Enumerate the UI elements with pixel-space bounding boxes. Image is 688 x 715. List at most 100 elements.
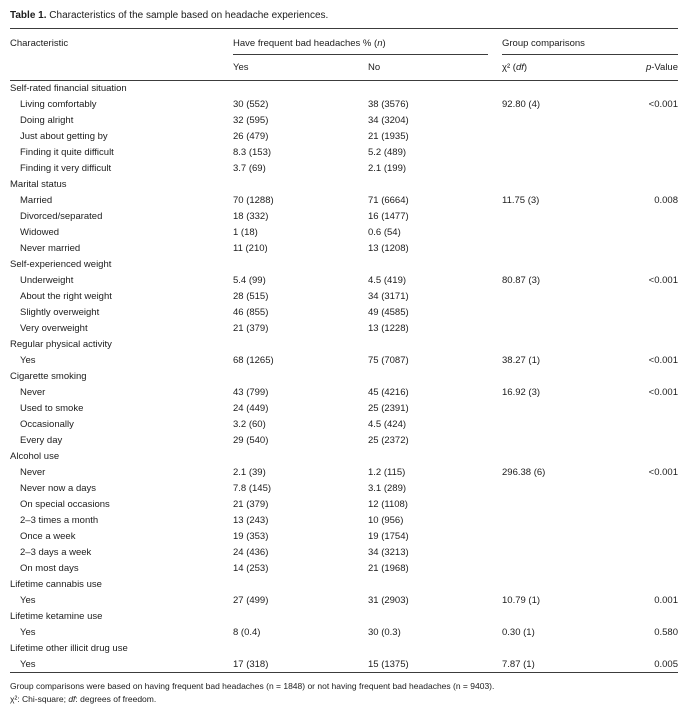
section-header: Lifetime cannabis use — [10, 579, 102, 590]
yes-value: 8.3 (153) — [233, 147, 272, 158]
no-value: 10 (956) — [368, 515, 404, 526]
row-label: Just about getting by — [20, 131, 108, 142]
p-value: 0.005 — [654, 658, 678, 670]
row-label: Divorced/separated — [20, 211, 103, 222]
table-body: Self-rated financial situation Living com… — [10, 81, 678, 673]
data-row: Yes 27 (499) 31 (2903) 10.79 (1) 0.001 — [10, 593, 678, 609]
column-header-pvalue: p-Value — [627, 55, 678, 81]
table-caption-text: Characteristics of the sample based on h… — [49, 10, 329, 21]
p-value — [627, 305, 678, 321]
yes-value: 3.2 (60) — [233, 419, 266, 430]
chi-square-value — [502, 561, 627, 577]
group-headaches-n-italic: n — [377, 38, 383, 49]
p-value: <0.001 — [648, 275, 678, 286]
yes-value: 18 (332) — [233, 211, 269, 222]
chi-square-value — [502, 225, 627, 241]
section-header-row: Cigarette smoking — [10, 369, 678, 385]
yes-value: 24 (436) — [233, 547, 269, 558]
p-value — [627, 209, 678, 225]
data-row: Underweight 5.4 (99) 4.5 (419) 80.87 (3) <0.… — [10, 273, 678, 289]
p-value — [627, 161, 678, 177]
row-label: About the right weight — [20, 291, 112, 302]
yes-value: 30 (552) — [233, 99, 269, 110]
no-value: 49 (4585) — [368, 307, 409, 318]
data-row: Widowed 1 (18) 0.6 (54) — [10, 225, 678, 241]
yes-value: 7.8 (145) — [233, 483, 272, 494]
row-label: On special occasions — [20, 499, 110, 510]
data-row: Slightly overweight 46 (855) 49 (4585) — [10, 305, 678, 321]
no-value: 13 (1208) — [368, 243, 409, 254]
row-label: Very overweight — [20, 323, 88, 334]
yes-value: 5.4 (99) — [233, 275, 266, 286]
p-value — [627, 145, 678, 161]
p-value: <0.001 — [648, 467, 678, 478]
chi-square-value: 0.30 (1) — [502, 627, 535, 638]
empty-header-cell — [10, 55, 233, 81]
chi-square-value — [502, 481, 627, 497]
row-label: Occasionally — [20, 419, 74, 430]
no-value: 25 (2391) — [368, 403, 409, 414]
column-group-comparisons: Group comparisons — [502, 29, 678, 55]
footnote-group-comparisons: Group comparisons were based on having f… — [10, 681, 495, 691]
no-value: 45 (4216) — [368, 387, 409, 398]
row-label: Finding it quite difficult — [20, 147, 114, 158]
section-header-row: Marital status — [10, 177, 678, 193]
data-row: Just about getting by 26 (479) 21 (1935) — [10, 129, 678, 145]
data-row: 2–3 times a month 13 (243) 10 (956) — [10, 513, 678, 529]
data-row: Doing alright 32 (595) 34 (3204) — [10, 113, 678, 129]
no-value: 38 (3576) — [368, 99, 409, 110]
row-label: 2–3 days a week — [20, 547, 92, 558]
pvalue-p-italic: p — [645, 62, 652, 73]
row-label: Every day — [20, 435, 63, 446]
column-header-chi-square: χ² (df) — [502, 55, 627, 81]
chi-square-df-italic: df — [515, 62, 524, 73]
p-value — [627, 529, 678, 545]
chi-square-value — [502, 305, 627, 321]
yes-value: 21 (379) — [233, 323, 269, 334]
footnote-df-italic: df — [68, 694, 76, 704]
chi-square-value — [502, 513, 627, 529]
chi-square-value: 296.38 (6) — [502, 467, 546, 478]
section-header: Marital status — [10, 179, 67, 190]
no-value: 34 (3204) — [368, 115, 409, 126]
chi-square-value: 38.27 (1) — [502, 355, 541, 366]
chi-square-value — [502, 545, 627, 561]
chi-square-value: 92.80 (4) — [502, 99, 541, 110]
chi-square-value — [502, 433, 627, 449]
data-row: About the right weight 28 (515) 34 (3171) — [10, 289, 678, 305]
no-value: 4.5 (419) — [368, 275, 407, 286]
yes-value: 70 (1288) — [233, 195, 274, 206]
row-label: Never now a days — [20, 483, 97, 494]
data-row: Finding it very difficult 3.7 (69) 2.1 (19… — [10, 161, 678, 177]
yes-value: 46 (855) — [233, 307, 269, 318]
chi-square-value: 11.75 (3) — [502, 195, 540, 206]
data-row: Living comfortably 30 (552) 38 (3576) 92.80… — [10, 97, 678, 113]
p-value: <0.001 — [648, 99, 678, 110]
footnote-abbreviations: χ²: Chi-square; df: degrees of freedom. — [10, 694, 678, 704]
yes-value: 8 (0.4) — [233, 627, 261, 638]
no-value: 12 (1108) — [368, 499, 408, 510]
chi-square-close: ) — [523, 62, 528, 73]
yes-value: 24 (449) — [233, 403, 269, 414]
chi-square-value: 80.87 (3) — [502, 275, 541, 286]
yes-value: 11 (210) — [233, 243, 268, 254]
row-label: Doing alright — [20, 115, 74, 126]
chi-square-value: 10.79 (1) — [502, 595, 541, 606]
chi-square-value — [502, 129, 627, 145]
chi-square-value — [502, 401, 627, 417]
pvalue-text: -Value — [651, 62, 678, 73]
group-headaches-close: ) — [382, 38, 386, 49]
yes-value: 21 (379) — [233, 499, 269, 510]
chi-square-value: 7.87 (1) — [502, 658, 535, 670]
data-row: Never 2.1 (39) 1.2 (115) 296.38 (6) <0.001 — [10, 465, 678, 481]
section-header: Lifetime ketamine use — [10, 611, 103, 622]
data-row: Once a week 19 (353) 19 (1754) — [10, 529, 678, 545]
row-label: Married — [20, 195, 53, 206]
data-row: Very overweight 21 (379) 13 (1228) — [10, 321, 678, 337]
p-value: 0.580 — [654, 627, 678, 638]
p-value: <0.001 — [648, 355, 678, 366]
p-value — [627, 401, 678, 417]
footnote-chi-symbol: χ² — [10, 694, 18, 704]
table-label: Table 1. — [10, 10, 47, 21]
